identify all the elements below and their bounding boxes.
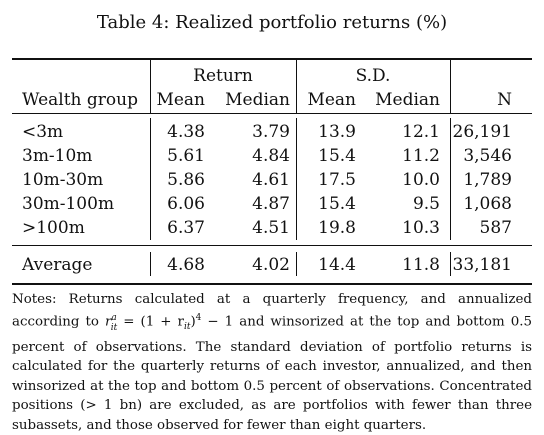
notes-text-2: and winsorized at the top and bottom 0.5… (12, 314, 532, 433)
column-divider (296, 60, 297, 113)
row-return-median: 4.84 (252, 146, 290, 166)
average-return-median: 4.02 (252, 255, 290, 275)
formula-sub2: it (183, 322, 191, 333)
header-return-median: Median (225, 90, 290, 110)
row-sd-mean: 17.5 (318, 170, 356, 190)
row-sd-mean: 15.4 (318, 194, 356, 214)
row-sd-median: 12.1 (402, 122, 440, 142)
column-divider (296, 118, 297, 240)
row-group: 10m-30m (22, 170, 104, 190)
row-sd-mean: 15.4 (318, 146, 356, 166)
row-group: 3m-10m (22, 146, 93, 166)
notes-text: Notes: Returns calculated at a quarterly… (12, 292, 532, 330)
row-n: 1,789 (463, 170, 512, 190)
column-divider (150, 252, 151, 276)
row-return-mean: 5.86 (167, 170, 205, 190)
header-sd-median: Median (375, 90, 440, 110)
row-return-median: 3.79 (252, 122, 290, 142)
row-sd-median: 10.3 (402, 218, 440, 238)
row-group: >100m (22, 218, 85, 238)
header-rule (12, 113, 532, 114)
formula-sup: a (111, 313, 117, 324)
row-sd-mean: 13.9 (318, 122, 356, 142)
header-n: N (497, 90, 512, 110)
table-notes: Notes: Returns calculated at a quarterly… (12, 290, 532, 435)
header-sd-mean: Mean (307, 90, 356, 110)
row-sd-mean: 19.8 (318, 218, 356, 238)
average-label: Average (22, 255, 93, 275)
row-return-median: 4.51 (252, 218, 290, 238)
row-sd-median: 9.5 (412, 194, 440, 214)
header-return-mean: Mean (156, 90, 205, 110)
formula-rest: = (1 + r (117, 314, 184, 330)
row-return-mean: 6.37 (167, 218, 205, 238)
average-return-mean: 4.68 (167, 255, 205, 275)
column-divider (450, 60, 451, 113)
row-sd-median: 10.0 (402, 170, 440, 190)
header-wealth-group: Wealth group (22, 90, 138, 110)
column-divider (296, 252, 297, 276)
average-sd-mean: 14.4 (318, 255, 356, 275)
row-group: 30m-100m (22, 194, 115, 214)
column-divider (450, 252, 451, 276)
formula-pow: 4 (195, 313, 202, 324)
row-return-mean: 4.38 (167, 122, 205, 142)
row-return-median: 4.61 (252, 170, 290, 190)
table-caption: Table 4: Realized portfolio returns (%) (96, 12, 448, 33)
column-divider (450, 118, 451, 240)
bottom-rule (12, 283, 532, 285)
average-n: 33,181 (452, 255, 512, 275)
average-rule (12, 245, 532, 246)
row-n: 1,068 (463, 194, 512, 214)
column-divider (150, 118, 151, 240)
row-return-mean: 6.06 (167, 194, 205, 214)
row-n: 26,191 (452, 122, 512, 142)
header-sd: S.D. (355, 66, 391, 86)
top-rule (12, 58, 532, 60)
average-sd-median: 11.8 (402, 255, 440, 275)
row-n: 587 (479, 218, 512, 238)
row-sd-median: 11.2 (402, 146, 440, 166)
formula-end: ) (190, 314, 196, 330)
formula-var: r (104, 314, 112, 330)
formula-sub: it (110, 322, 118, 333)
row-group: <3m (22, 122, 64, 142)
row-n: 3,546 (463, 146, 512, 166)
formula-tail: − 1 (201, 314, 234, 330)
row-return-median: 4.87 (252, 194, 290, 214)
header-return: Return (193, 66, 253, 86)
column-divider (150, 60, 151, 113)
row-return-mean: 5.61 (167, 146, 205, 166)
